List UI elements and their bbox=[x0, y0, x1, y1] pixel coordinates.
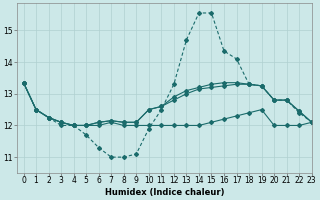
X-axis label: Humidex (Indice chaleur): Humidex (Indice chaleur) bbox=[105, 188, 224, 197]
